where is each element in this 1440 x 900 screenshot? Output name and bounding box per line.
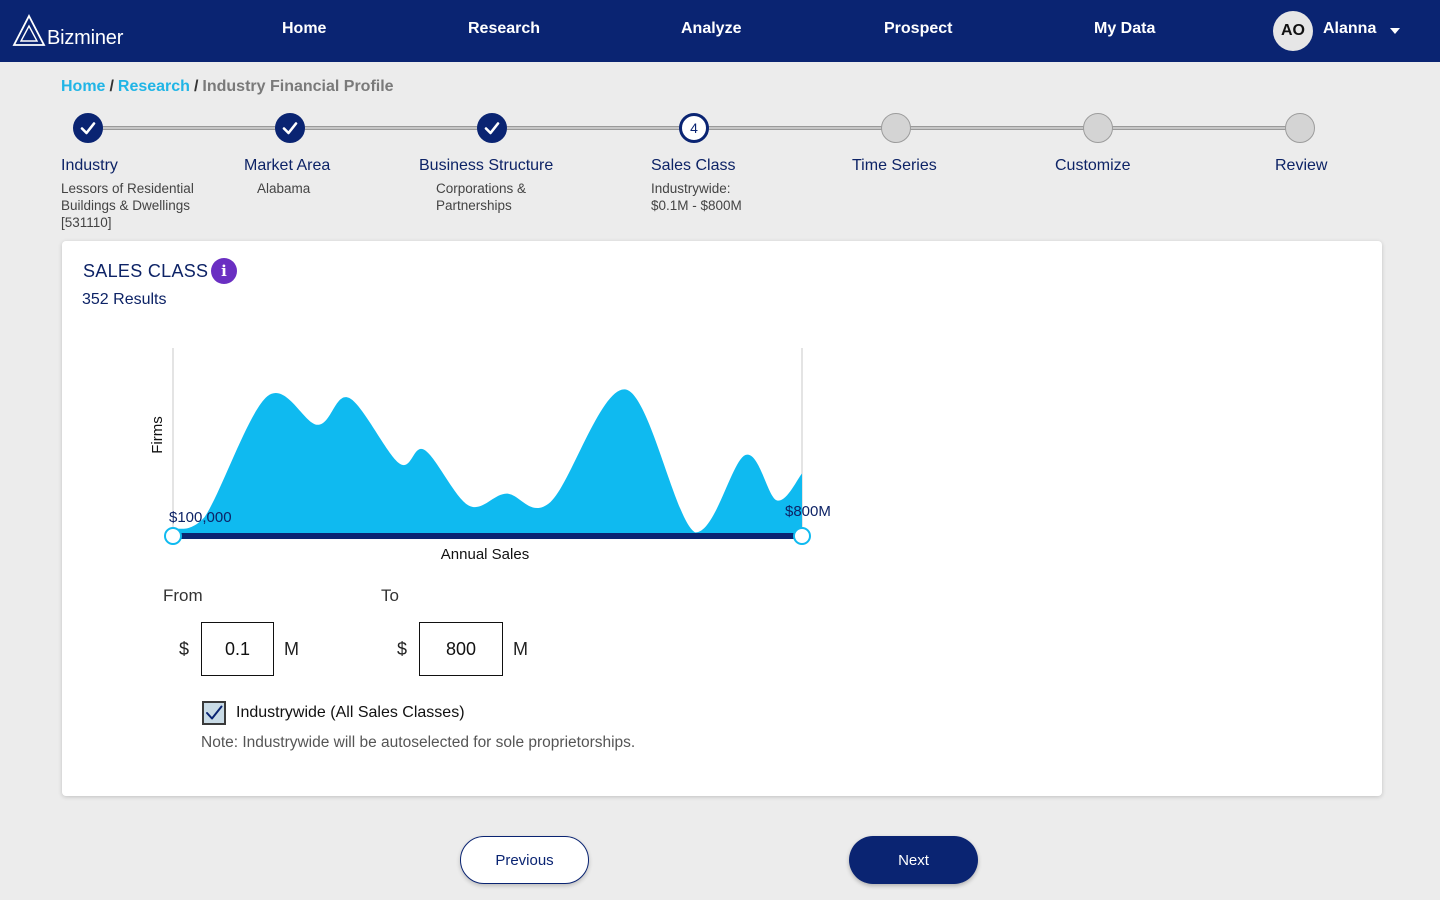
step-title-review[interactable]: Review — [1275, 157, 1328, 174]
checkmark-icon — [484, 122, 500, 135]
card-title: SALES CLASS — [83, 261, 209, 281]
step-title-industry[interactable]: Industry — [61, 157, 118, 174]
from-currency-symbol: $ — [179, 639, 190, 659]
nav-home[interactable]: Home — [282, 20, 327, 37]
step-subtitle-business-structure: Corporations & Partnerships — [436, 181, 527, 213]
step-subtitle-market-area: Alabama — [257, 181, 311, 196]
to-unit: M — [513, 639, 528, 659]
sales-class-card: SALES CLASS i 352 Results Firms $100,000… — [62, 241, 1382, 796]
step-4-circle[interactable]: 4 — [679, 113, 709, 143]
breadcrumb: Home / Research / Industry Financial Profile — [61, 78, 394, 96]
breadcrumb-home[interactable]: Home — [61, 78, 106, 95]
from-label: From — [163, 586, 203, 605]
step-2-circle[interactable] — [275, 113, 305, 143]
step-7-circle[interactable] — [1285, 113, 1315, 143]
previous-button[interactable]: Previous — [460, 836, 589, 884]
checkmark-icon — [282, 122, 298, 135]
range-slider-min-handle[interactable] — [164, 527, 182, 545]
to-sales-input[interactable] — [419, 622, 503, 676]
step-title-sales-class[interactable]: Sales Class — [651, 157, 736, 174]
step-6-circle[interactable] — [1083, 113, 1113, 143]
nav-prospect[interactable]: Prospect — [884, 20, 953, 37]
checkmark-icon — [80, 122, 96, 135]
breadcrumb-research[interactable]: Research — [117, 78, 190, 95]
industrywide-checkbox[interactable] — [202, 701, 226, 725]
range-min-label: $100,000 — [169, 509, 232, 526]
nav-research[interactable]: Research — [468, 20, 541, 37]
info-icon[interactable]: i — [211, 258, 237, 284]
results-count: 352 Results — [82, 291, 167, 308]
bizminer-logo[interactable]: Bizminer — [12, 14, 127, 50]
next-button[interactable]: Next — [849, 836, 978, 884]
breadcrumb-separator: / — [109, 78, 114, 95]
chevron-down-icon[interactable] — [1390, 28, 1400, 34]
nav-analyze[interactable]: Analyze — [681, 20, 742, 37]
user-name[interactable]: Alanna — [1323, 20, 1377, 37]
step-subtitle-sales-class: Industrywide: $0.1M - $800M — [651, 181, 742, 213]
step-title-time-series[interactable]: Time Series — [852, 157, 937, 174]
step-title-market-area[interactable]: Market Area — [244, 157, 331, 174]
sales-distribution-chart: Firms $100,000 $800M Annual Sales — [149, 348, 831, 563]
step-5-circle[interactable] — [881, 113, 911, 143]
step-subtitle-industry: Lessors of Residential Buildings & Dwell… — [61, 181, 194, 230]
brand-name: Bizminer — [47, 27, 124, 49]
to-label: To — [381, 586, 399, 605]
avatar[interactable]: AO — [1273, 11, 1313, 51]
top-navbar: Bizminer Home Research Analyze Prospect … — [0, 0, 1440, 62]
industrywide-note: Note: Industrywide will be autoselected … — [201, 734, 636, 751]
range-slider-max-handle[interactable] — [793, 527, 811, 545]
range-max-label: $800M — [785, 503, 831, 520]
breadcrumb-current: Industry Financial Profile — [202, 78, 394, 95]
breadcrumb-separator: / — [193, 78, 199, 95]
x-axis-label: Annual Sales — [441, 546, 529, 563]
step-title-business-structure[interactable]: Business Structure — [419, 157, 554, 174]
step-title-customize[interactable]: Customize — [1055, 157, 1131, 174]
industrywide-label[interactable]: Industrywide (All Sales Classes) — [236, 704, 465, 721]
logo-icon — [12, 14, 46, 46]
y-axis-label: Firms — [149, 416, 166, 454]
chart-area-series — [173, 389, 802, 534]
step-1-circle[interactable] — [73, 113, 103, 143]
from-unit: M — [284, 639, 299, 659]
checkmark-icon — [206, 705, 223, 720]
step-3-circle[interactable] — [477, 113, 507, 143]
from-sales-input[interactable] — [201, 622, 274, 676]
nav-my-data[interactable]: My Data — [1094, 20, 1156, 37]
to-currency-symbol: $ — [397, 639, 408, 659]
